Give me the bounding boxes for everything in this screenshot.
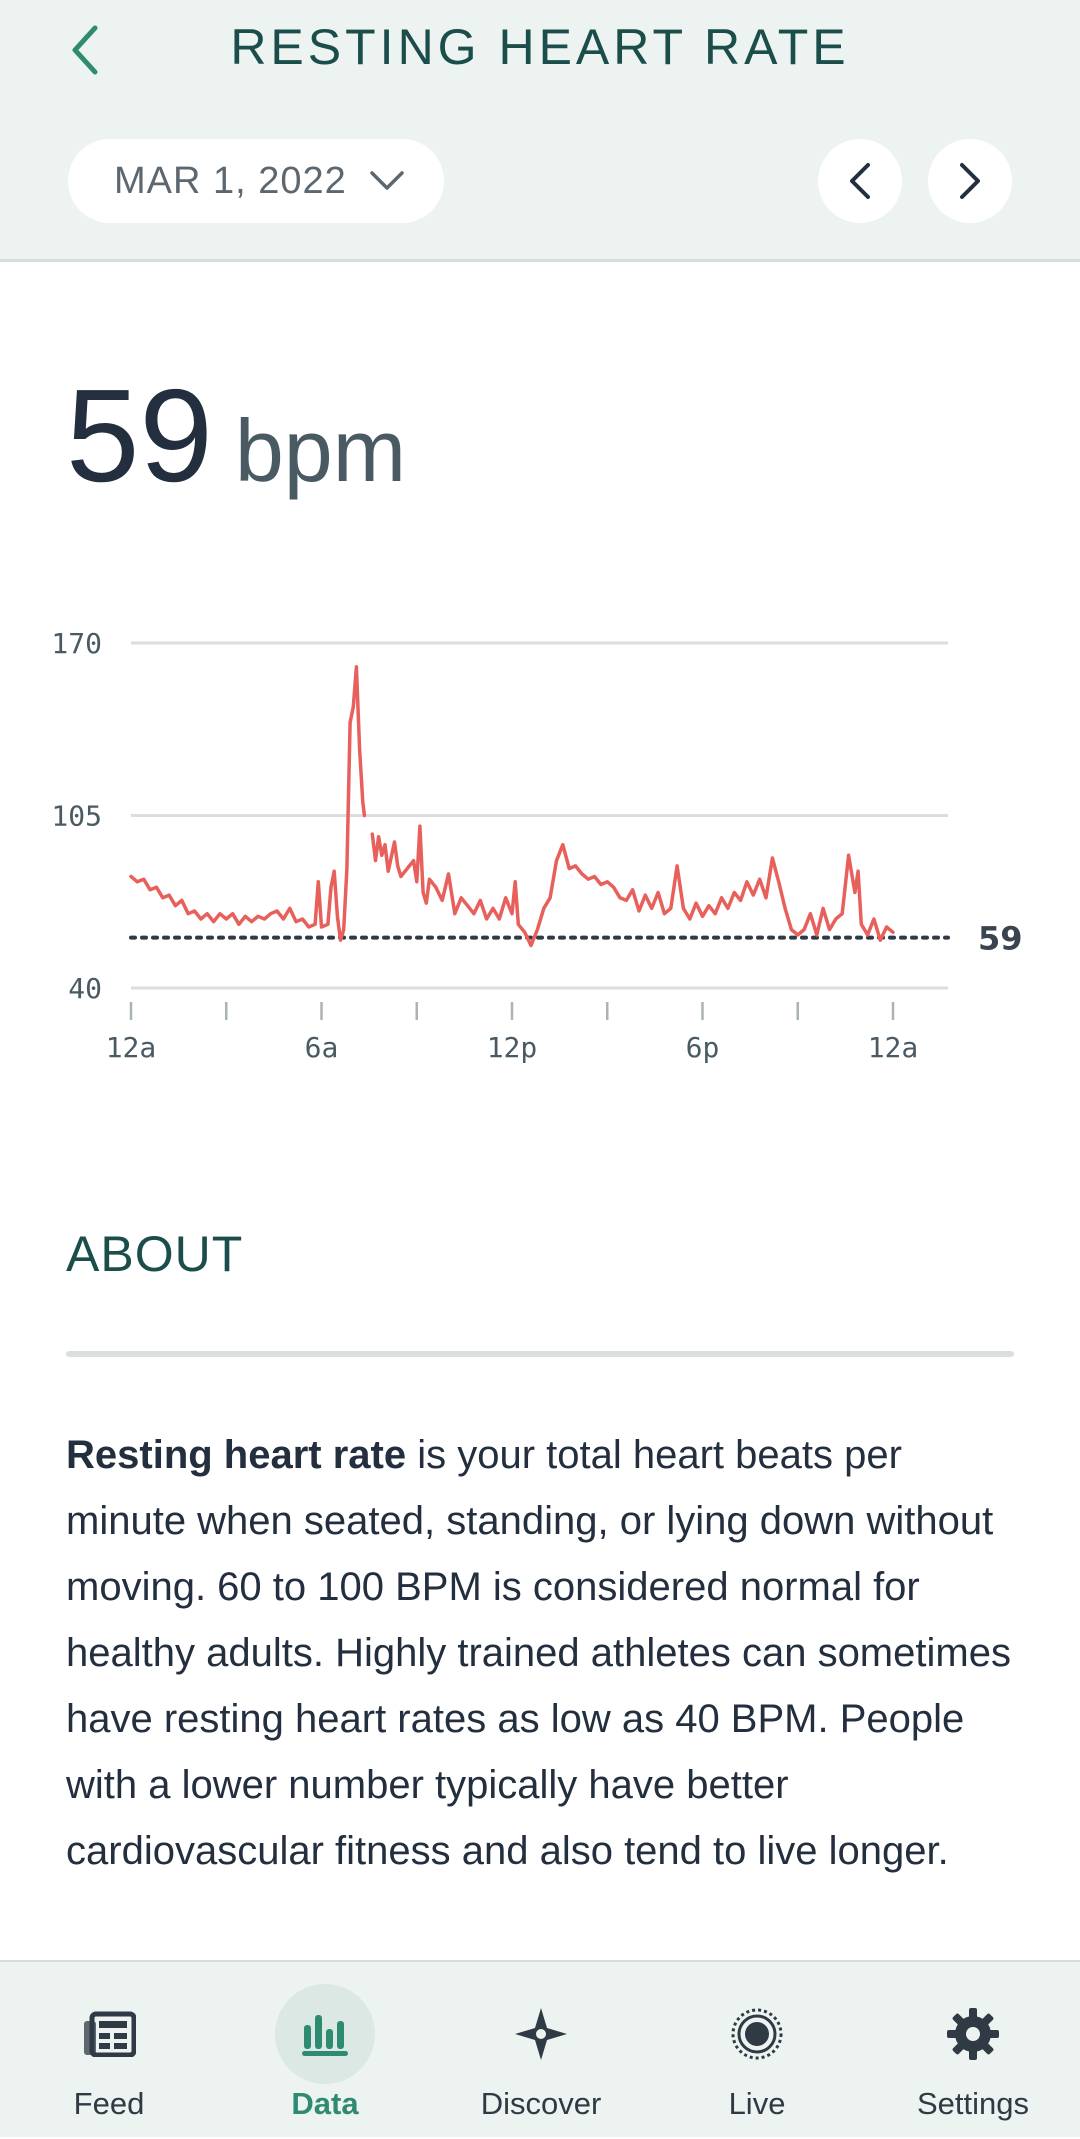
tab-live-icon-holder [707, 1984, 807, 2084]
about-body: is your total heart beats per minute whe… [66, 1433, 1011, 1873]
x-tick-label: 12a [106, 1031, 157, 1064]
x-tick-label: 12a [868, 1031, 919, 1064]
tab-data[interactable]: Data [217, 1962, 433, 2139]
resting-hr-value: 59 [66, 362, 213, 509]
feed-icon [84, 2011, 136, 2057]
heart-rate-series-line [129, 665, 367, 942]
x-tick-label: 12p [487, 1031, 538, 1064]
resting-hr-summary: 59 bpm [66, 370, 406, 510]
tab-data-icon-holder [275, 1984, 375, 2084]
back-button[interactable] [52, 14, 116, 86]
date-picker-button[interactable]: MAR 1, 2022 [68, 139, 444, 223]
compass-star-icon [515, 2008, 567, 2060]
bottom-tab-bar: Feed Data Discover [0, 1960, 1080, 2137]
tab-live-label: Live [728, 2086, 786, 2121]
next-day-button[interactable] [928, 139, 1012, 223]
about-divider [66, 1351, 1014, 1357]
chevron-right-icon [960, 163, 980, 199]
x-tick-label: 6a [305, 1031, 339, 1064]
tab-discover-label: Discover [480, 2086, 602, 2121]
heart-rate-chart: 170 105 40 12a 6a 12p 6p 12a 59 [0, 600, 1080, 1080]
tab-feed[interactable]: Feed [1, 1962, 217, 2139]
data-bars-icon [302, 2015, 348, 2056]
resting-hr-unit: bpm [234, 401, 407, 500]
chevron-left-icon [72, 25, 98, 75]
tab-data-label: Data [291, 2086, 359, 2121]
tab-discover[interactable]: Discover [433, 1962, 649, 2139]
heart-rate-series-line [370, 824, 895, 948]
x-tick-label: 6p [686, 1031, 720, 1064]
tab-live[interactable]: Live [649, 1962, 865, 2139]
page-title: RESTING HEART RATE [230, 19, 850, 75]
y-tick-label: 105 [51, 800, 102, 833]
tab-settings-label: Settings [916, 2086, 1029, 2121]
tab-feed-icon-holder [59, 1984, 159, 2084]
tab-discover-icon-holder [491, 1984, 591, 2084]
reference-line-label: 59 [978, 920, 1023, 958]
chevron-left-icon [850, 163, 870, 199]
about-bold-lead: Resting heart rate [66, 1433, 407, 1477]
tab-settings-icon-holder [923, 1984, 1023, 2084]
previous-day-button[interactable] [818, 139, 902, 223]
tab-feed-label: Feed [73, 2086, 145, 2121]
y-tick-label: 170 [51, 627, 102, 660]
live-radio-icon [731, 2008, 783, 2060]
gear-icon [947, 2008, 999, 2060]
about-paragraph: Resting heart rate is your total heart b… [66, 1422, 1026, 1884]
heart-rate-chart-svg: 170 105 40 12a 6a 12p 6p 12a 59 [51, 627, 1023, 1064]
chevron-down-icon [369, 170, 405, 192]
about-heading: ABOUT [66, 1226, 244, 1282]
tab-settings[interactable]: Settings [865, 1962, 1080, 2139]
y-tick-label: 40 [68, 972, 102, 1005]
header: RESTING HEART RATE MAR 1, 2022 [0, 0, 1080, 262]
date-label: MAR 1, 2022 [114, 159, 347, 202]
